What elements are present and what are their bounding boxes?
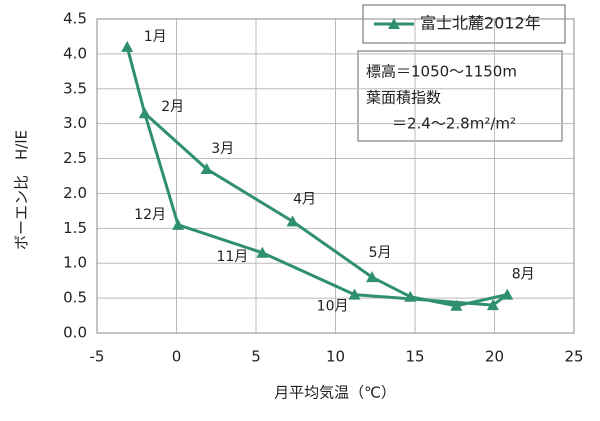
point-marker	[366, 271, 379, 283]
point-label: 1月	[144, 29, 167, 45]
x-tick-label: 10	[326, 348, 345, 366]
point-label: 3月	[211, 141, 234, 157]
x-tick-label: 0	[172, 348, 182, 366]
x-tick-label: 15	[405, 348, 424, 366]
y-tick-label: 3.0	[63, 114, 87, 132]
x-axis-label: 月平均気温（℃）	[274, 384, 396, 402]
point-label: 11月	[216, 249, 248, 265]
annotation-box	[357, 50, 563, 142]
point-marker	[450, 299, 463, 311]
point-marker	[404, 290, 417, 302]
point-label: 5月	[369, 245, 392, 261]
y-tick-label: 2.0	[63, 184, 87, 202]
point-marker	[486, 299, 499, 311]
point-label: 10月	[317, 299, 349, 315]
point-marker	[138, 107, 151, 119]
point-label: 4月	[293, 191, 316, 207]
y-tick-label: 1.0	[63, 254, 87, 272]
legend-label: 富士北麓2012年	[420, 14, 541, 33]
series-line-closing	[143, 112, 180, 226]
x-tick-label: -5	[90, 348, 105, 366]
y-tick-label: 0.0	[63, 324, 87, 342]
point-marker	[348, 288, 361, 300]
point-label: 12月	[134, 207, 166, 223]
annotation-text: 標高＝1050～1150m	[366, 63, 517, 81]
annotation-text: 葉面積指数	[366, 89, 441, 107]
point-marker	[501, 288, 514, 300]
point-label: 2月	[161, 99, 184, 115]
x-tick-label: 25	[564, 348, 583, 366]
point-marker	[256, 246, 269, 258]
series-line	[125, 46, 509, 308]
y-tick-label: 0.5	[63, 289, 87, 307]
annotation-text: ＝2.4～2.8m²/m²	[392, 115, 516, 133]
point-marker	[286, 215, 299, 227]
y-tick-label: 2.5	[63, 149, 87, 167]
point-marker	[121, 40, 134, 52]
plot-frame	[96, 18, 575, 334]
y-tick-label: 4.5	[63, 10, 87, 28]
y-tick-label: 4.0	[63, 44, 87, 62]
point-label: 8月	[512, 267, 535, 283]
x-tick-label: 20	[485, 348, 504, 366]
legend-marker	[388, 18, 400, 29]
x-tick-label: 5	[251, 348, 261, 366]
y-tick-label: 1.5	[63, 219, 87, 237]
point-marker	[200, 163, 213, 175]
y-axis-label: ボーエン比 H/lE	[13, 130, 31, 250]
y-tick-label: 3.5	[63, 79, 87, 97]
point-marker	[172, 218, 185, 230]
